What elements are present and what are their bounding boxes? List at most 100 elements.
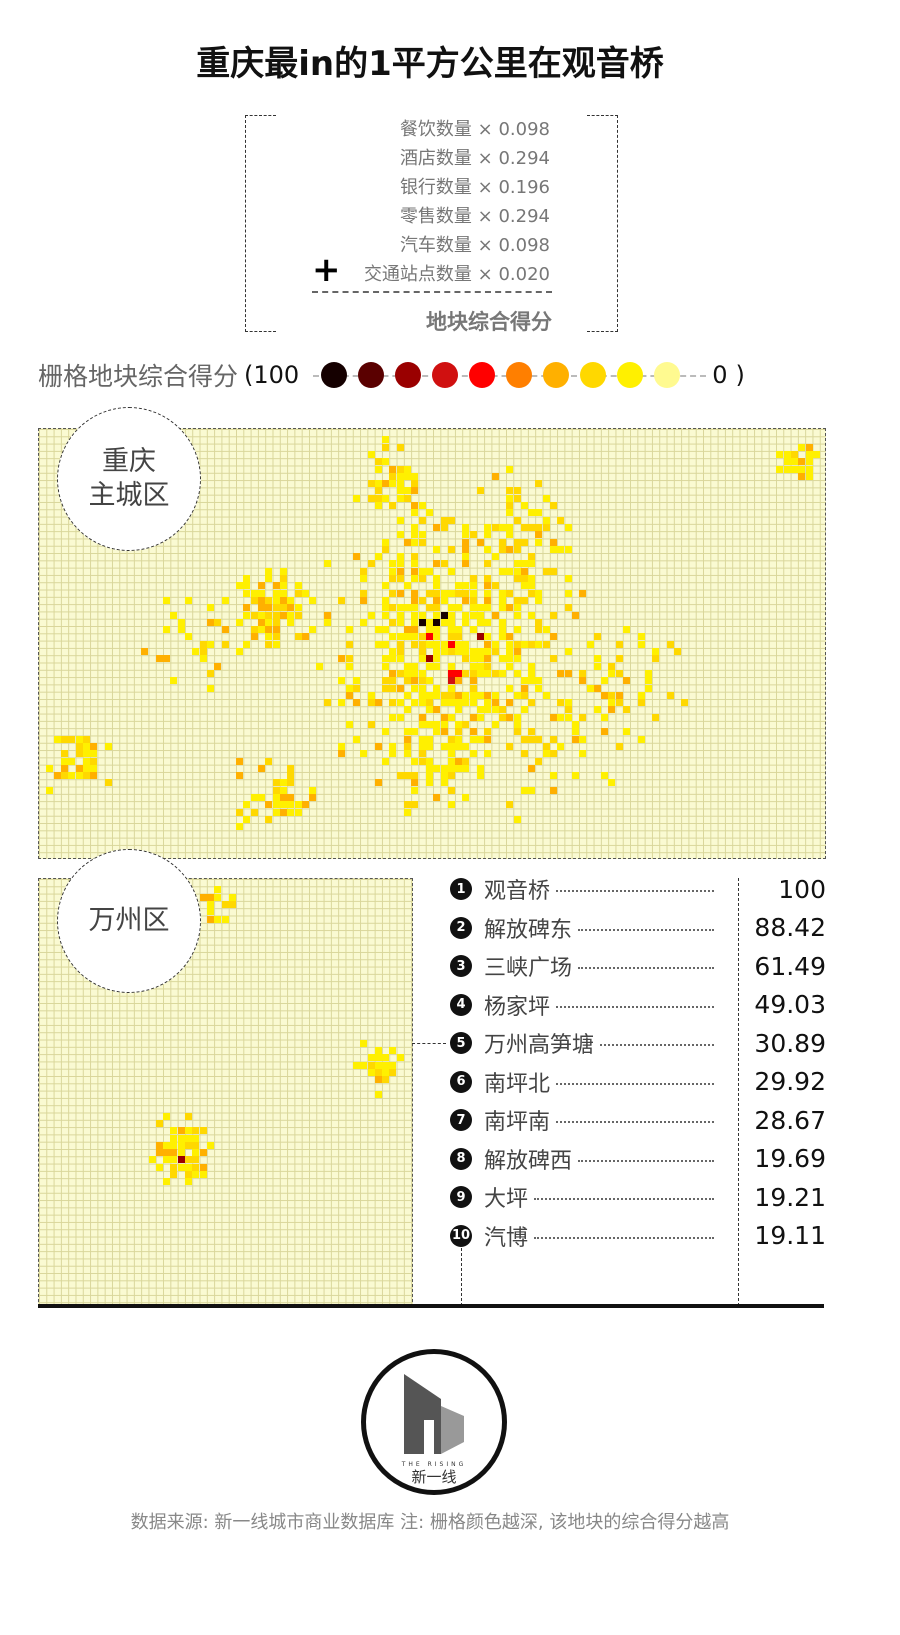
grid-cell: [783, 450, 791, 458]
grid-cell: [447, 662, 455, 670]
grid-cell: [192, 1163, 200, 1171]
grid-cell: [345, 721, 353, 728]
grid-cell: [462, 691, 470, 699]
grid-cell: [425, 706, 433, 714]
grid-cell: [352, 735, 360, 743]
grid-cell: [418, 618, 426, 626]
grid-cell: [455, 669, 463, 677]
grid-cell: [484, 560, 492, 568]
grid-cell: [783, 465, 791, 473]
grid-cell: [433, 728, 441, 736]
grid-cell: [418, 742, 426, 750]
grid-cell: [396, 553, 404, 561]
grid-cell: [360, 750, 368, 758]
grid-cell: [440, 742, 448, 750]
grid-cell: [469, 626, 477, 634]
grid-cell: [469, 750, 477, 758]
score-guide-line: [738, 878, 739, 1306]
grid-cell: [440, 648, 448, 655]
grid-cell: [637, 691, 645, 699]
grid-cell: [418, 596, 426, 604]
grid-cell: [550, 633, 557, 641]
grid-cell: [418, 640, 426, 648]
grid-cell: [506, 545, 514, 553]
leader-dots: [534, 1236, 714, 1239]
grid-cell: [498, 655, 506, 663]
grid-cell: [411, 772, 419, 780]
legend-min: 0: [712, 361, 728, 389]
grid-cell: [477, 706, 484, 714]
grid-cell: [170, 1163, 178, 1171]
grid-cell: [425, 604, 433, 612]
grid-cell: [396, 648, 404, 655]
grid-cell: [462, 721, 470, 728]
grid-cell: [90, 750, 98, 758]
grid-cell: [520, 691, 528, 699]
grid-cell: [644, 669, 652, 677]
grid-cell: [177, 1134, 185, 1142]
grid-cell: [185, 1127, 192, 1135]
grid-cell: [396, 567, 404, 575]
grid-cell: [484, 706, 492, 714]
grid-cell: [382, 677, 390, 685]
grid-cell: [404, 735, 411, 743]
grid-cell: [601, 691, 609, 699]
grid-cell: [279, 611, 287, 619]
grid-cell: [411, 531, 419, 539]
grid-cell: [462, 560, 470, 568]
grid-cell: [535, 523, 543, 531]
grid-cell: [258, 626, 265, 634]
score: 29.92: [754, 1067, 826, 1096]
grid-cell: [455, 648, 463, 655]
grid-cell: [455, 633, 463, 641]
grid-cell: [484, 633, 492, 641]
grid-cell: [382, 538, 390, 546]
grid-cell: [615, 655, 623, 663]
grid-cell: [425, 655, 433, 663]
grid-cell: [528, 735, 536, 743]
grid-cell: [469, 596, 477, 604]
grid-cell: [360, 567, 368, 575]
formula-row: 餐饮数量 × 0.098: [399, 119, 550, 140]
grid-cell: [163, 1141, 171, 1149]
grid-cell: [623, 626, 630, 634]
grid-cell: [396, 487, 404, 495]
grid-cell: [433, 633, 441, 641]
grid-cell: [418, 648, 426, 655]
grid-cell: [206, 900, 214, 908]
grid-cell: [104, 742, 112, 750]
grid-cell: [367, 691, 375, 699]
grid-cell: [440, 772, 448, 780]
grid-cell: [644, 677, 652, 685]
grid-cell: [550, 502, 557, 509]
grid-cell: [389, 648, 397, 655]
grid-cell: [557, 699, 565, 707]
grid-cell: [68, 757, 76, 765]
grid-cell: [418, 538, 426, 546]
grid-cell: [513, 669, 521, 677]
grid-cell: [250, 596, 258, 604]
grid-cell: [301, 633, 309, 641]
grid-cell: [236, 618, 244, 626]
bracket-left: [245, 115, 276, 332]
grid-cell: [389, 1046, 397, 1054]
grid-cell: [82, 764, 90, 772]
grid-cell: [396, 684, 404, 692]
grid-cell: [637, 699, 645, 707]
grid-cell: [418, 684, 426, 692]
grid-cell: [513, 611, 521, 619]
grid-cell: [90, 772, 98, 780]
grid-cell: [477, 633, 484, 641]
grid-cell: [469, 582, 477, 590]
grid-cell: [185, 1141, 192, 1149]
grid-cell: [542, 523, 550, 531]
grid-cell: [447, 691, 455, 699]
grid-cell: [425, 691, 433, 699]
grid-cell: [411, 618, 419, 626]
grid-cell: [491, 721, 499, 728]
grid-cell: [323, 699, 331, 707]
grid-cell: [798, 443, 806, 451]
grid-cell: [192, 1134, 200, 1142]
grid-cell: [484, 735, 492, 743]
grid-cell: [352, 1061, 360, 1069]
